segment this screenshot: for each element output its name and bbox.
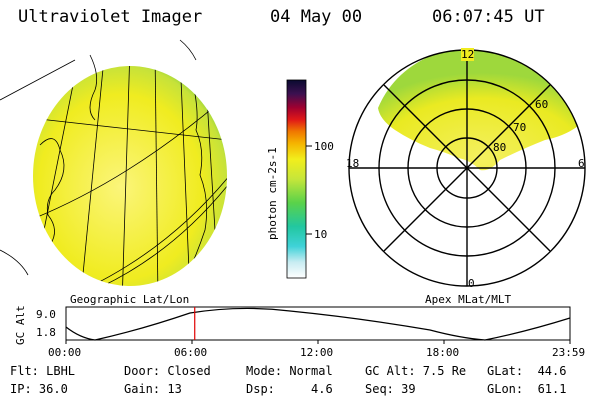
altitude-ytick-high: 9.0 xyxy=(36,308,56,321)
earth-disk xyxy=(33,66,227,286)
colorbar-tick-10: 10 xyxy=(314,228,328,241)
time-tick-1200: 12:00 xyxy=(300,346,334,359)
gc-alt-value: GC Alt: 7.5 Re xyxy=(365,364,467,378)
auroral-glow xyxy=(378,50,585,171)
mlt-label-18: 18 xyxy=(346,157,360,170)
time-label: 06:07:45 UT xyxy=(432,7,545,27)
dsp-value: Dsp: 4.6 xyxy=(246,382,333,396)
time-tick-0000: 00:00 xyxy=(48,346,82,359)
glon-value: GLon: 61.1 xyxy=(487,382,567,396)
mlat-label-60: 60 xyxy=(535,98,549,111)
mlat-label-80: 80 xyxy=(493,141,507,154)
altitude-ytick-low: 1.8 xyxy=(36,326,56,339)
filter-value: Flt: LBHL xyxy=(10,364,76,378)
date-label: 04 May 00 xyxy=(270,7,363,27)
mlt-label-12: 12 xyxy=(461,48,475,61)
time-tick-2359: 23:59 xyxy=(552,346,586,359)
altitude-ylabel: GC Alt xyxy=(14,305,27,345)
mlt-label-0: 0 xyxy=(468,277,475,290)
gain-value: Gain: 13 xyxy=(124,382,182,396)
time-tick-1800: 18:00 xyxy=(426,346,460,359)
mode-value: Mode: Normal xyxy=(246,364,333,378)
mlat-label-70: 70 xyxy=(513,121,527,134)
apex-caption: Apex MLat/MLT xyxy=(425,293,512,306)
mlt-label-6: 6 xyxy=(578,157,585,170)
time-tick-0600: 06:00 xyxy=(174,346,208,359)
ip-value: IP: 36.0 xyxy=(10,382,68,396)
seq-value: Seq: 39 xyxy=(365,382,416,396)
geographic-caption: Geographic Lat/Lon xyxy=(70,293,190,306)
instrument-title: Ultraviolet Imager xyxy=(18,7,203,27)
glat-value: GLat: 44.6 xyxy=(487,364,567,378)
colorbar-tick-100: 100 xyxy=(314,140,334,153)
door-value: Door: Closed xyxy=(124,364,211,378)
altitude-curve xyxy=(65,307,571,341)
